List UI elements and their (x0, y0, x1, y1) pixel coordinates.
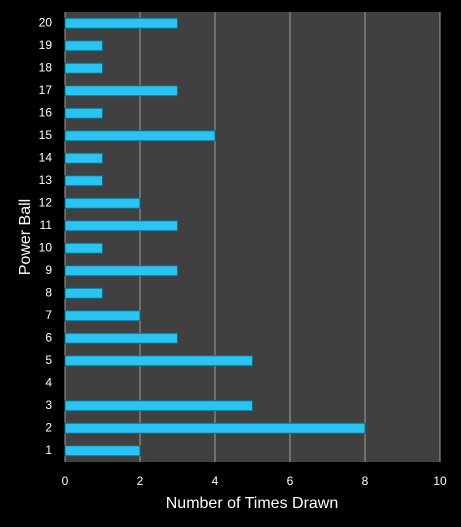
y-tick-label: 13 (39, 173, 53, 187)
bar (64, 85, 178, 97)
y-tick-label: 18 (39, 60, 53, 74)
bar (64, 422, 366, 434)
bar (64, 40, 103, 52)
bar (64, 107, 103, 119)
x-tick-label: 0 (62, 474, 69, 488)
y-tick-label: 3 (45, 398, 52, 412)
x-tick-label: 2 (137, 474, 144, 488)
y-tick-label: 5 (45, 353, 52, 367)
y-tick-label: 14 (39, 150, 53, 164)
y-tick-label: 11 (40, 218, 53, 232)
plot-area (65, 12, 440, 462)
y-tick-label: 12 (39, 195, 53, 209)
y-axis-title: Power Ball (17, 199, 34, 275)
x-tick-label: 10 (433, 474, 447, 488)
x-tick-label: 6 (287, 474, 294, 488)
bar (64, 220, 178, 232)
bar (64, 175, 103, 187)
bar (64, 355, 253, 367)
y-tick-label: 8 (45, 285, 52, 299)
y-tick-label: 4 (45, 375, 52, 389)
bar (64, 265, 178, 277)
bar (64, 197, 141, 209)
bar (64, 152, 103, 164)
bar (64, 130, 216, 142)
x-tick-label: 4 (212, 474, 219, 488)
y-tick-label: 2 (45, 420, 52, 434)
bar (64, 400, 253, 412)
bar (64, 445, 141, 457)
x-axis-title: Number of Times Drawn (166, 495, 339, 512)
x-tick-label: 8 (362, 474, 369, 488)
bar (64, 242, 103, 254)
y-tick-label: 16 (39, 105, 53, 119)
y-tick-label: 20 (39, 15, 53, 29)
y-tick-label: 7 (45, 308, 52, 322)
bar (64, 310, 141, 322)
y-tick-label: 6 (45, 330, 52, 344)
bar (64, 62, 103, 74)
y-tick-label: 1 (45, 443, 52, 457)
y-tick-label: 15 (39, 128, 53, 142)
bar (64, 17, 178, 29)
y-tick-label: 17 (39, 83, 53, 97)
y-tick-label: 19 (39, 38, 53, 52)
bar (64, 287, 103, 299)
y-tick-label: 10 (39, 240, 53, 254)
y-tick-label: 9 (45, 263, 52, 277)
bar (64, 332, 178, 344)
